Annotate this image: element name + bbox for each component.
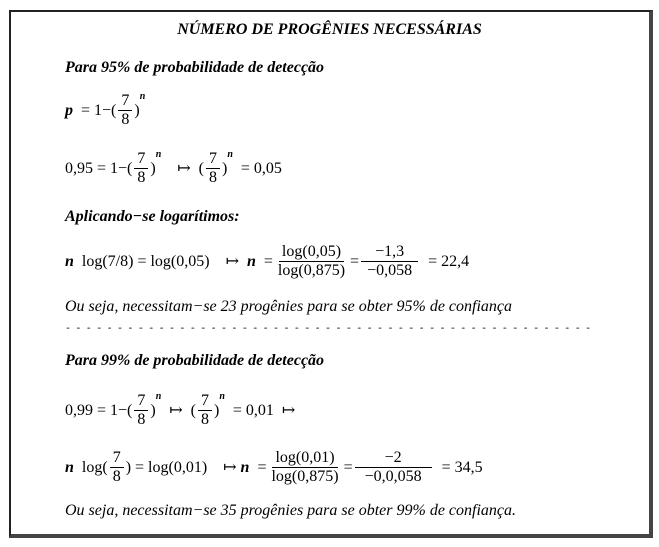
fraction: −1,3 −0,058 [361,243,419,280]
result: = 34,5 [441,458,483,476]
formula-eq: = 1−( [81,101,117,119]
denominator: 8 [201,411,209,428]
denominator: −0,058 [367,262,413,279]
fraction: log(0,05) log(0,875) [275,243,348,280]
equals: = [263,252,273,270]
numerator: 7 [198,392,212,411]
exponent: n [227,149,233,160]
exponent: n [155,149,162,160]
equals: = [350,252,360,270]
numerator: log(0,05) [278,243,345,262]
equation-log-95: n log(7/8) = log(0,05) ↦ n = log(0,05) lo… [65,243,469,280]
log-heading: Aplicando−se logarítimos: [65,208,240,225]
document-frame [9,10,653,538]
var-n: n [246,252,256,270]
paren: ( [198,159,204,177]
eq-part: log(7/8) = log(0,05) [81,252,210,270]
denominator: 8 [209,169,217,186]
exponent: n [155,391,162,402]
paren: ) [222,159,228,177]
denominator: log(0,875) [277,262,346,279]
paren: ) [150,159,156,177]
eq-rhs: = 0,01 [232,401,274,419]
eq-rhs: = 0,05 [240,159,282,177]
numerator: −2 [354,449,432,468]
denominator: 8 [137,169,146,186]
var-n: n [65,252,74,270]
paren: ( [190,401,196,419]
numerator: 7 [118,92,133,111]
conclusion-99: Ou seja, necessitam−se 35 progênies para… [65,502,517,519]
maps-to-arrow: ↦ [223,458,237,476]
numerator: log(0,01) [272,449,338,468]
page-title: NÚMERO DE PROGÊNIES NECESSÁRIAS [177,21,482,38]
equals: = [343,458,353,476]
numerator: −1,3 [361,243,419,262]
maps-to-arrow: ↦ [225,252,239,270]
denominator: 8 [112,468,121,485]
maps-to-arrow: ↦ [281,401,296,419]
result: = 22,4 [428,252,470,270]
paren: ) [134,101,140,119]
denominator: log(0,875) [271,468,339,485]
maps-to-arrow: ↦ [177,159,191,177]
var-p: p [65,101,73,119]
maps-to-arrow: ↦ [169,401,183,419]
var-n: n [65,458,74,476]
conclusion-95: Ou seja, necessitam−se 23 progênies para… [65,298,513,315]
fraction: −2 −0,0,058 [354,449,432,486]
numerator: 7 [134,392,149,411]
paren: ) [214,401,220,419]
heading-99: Para 99% de probabilidade de detecção [65,352,325,369]
heading-95: Para 95% de probabilidade de detecção [65,59,325,76]
denominator: 8 [137,411,146,428]
denominator: −0,0,058 [364,468,422,485]
numerator: 7 [134,150,149,169]
equals: = [257,458,267,476]
divider: - - - - - - - - - - - - - - - - - - - - … [65,324,591,335]
eq-lhs: 0,99 = 1−( [65,401,133,419]
exponent: n [139,91,146,102]
fraction: log(0,01) log(0,875) [268,449,341,486]
numerator: 7 [109,449,124,468]
paren: ) [150,401,156,419]
denominator: 8 [121,111,130,128]
eq-lhs: 0,95 = 1−( [65,159,133,177]
log: log( [81,458,108,476]
var-n: n [240,458,250,476]
exponent: n [219,391,225,402]
eq-part: ) = log(0,01) [125,458,208,476]
numerator: 7 [206,150,220,169]
